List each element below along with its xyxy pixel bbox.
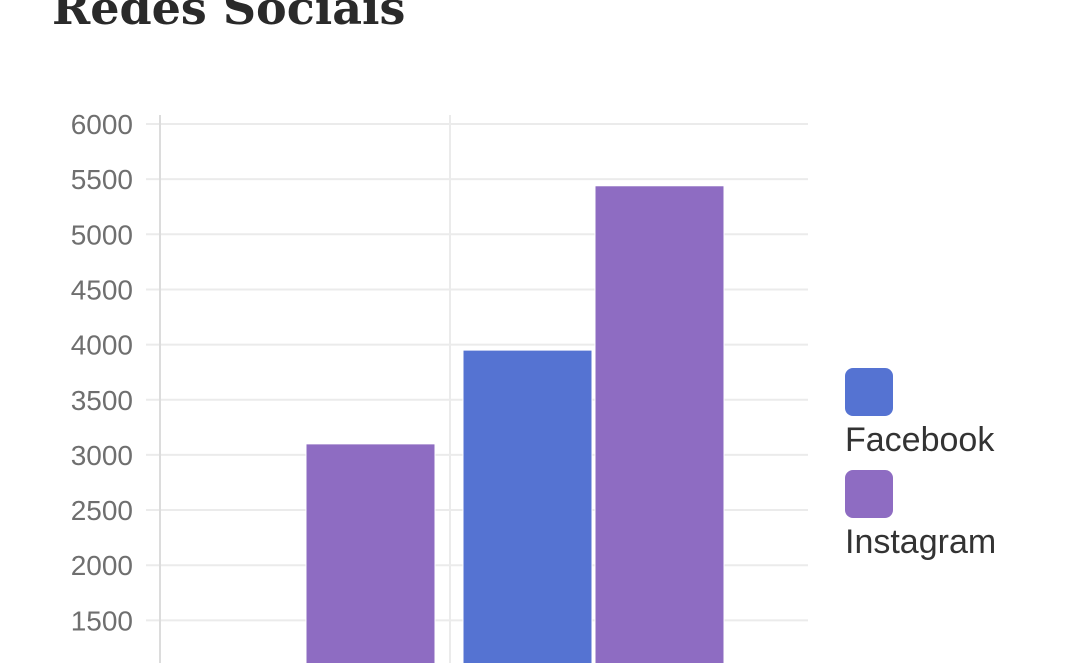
y-tick-label-2000: 2000 [71,550,133,581]
y-tick-label-1500: 1500 [71,605,133,636]
legend-label-instagram: Instagram [845,523,997,561]
legend-label-facebook: Facebook [845,421,995,459]
y-tick-label-3000: 3000 [71,440,133,471]
legend-swatch-instagram [845,470,893,518]
y-tick-label-5500: 5500 [71,164,133,195]
page-title: Redes Sociais [52,0,406,35]
y-tick-label-4500: 4500 [71,274,133,305]
legend-item-instagram[interactable]: Instagram [845,470,1075,562]
bar-instagram-0 [305,443,436,663]
legend-item-facebook[interactable]: Facebook [845,368,1075,460]
y-tick-label-6000: 6000 [71,109,133,140]
y-tick-label-2500: 2500 [71,495,133,526]
y-tick-label-1000: 1000 [71,661,133,663]
y-tick-label-3500: 3500 [71,385,133,416]
bar-instagram-1 [594,185,725,663]
bar-facebook-1 [462,349,593,663]
chart-legend: Facebook Instagram [845,368,1075,572]
y-tick-label-4000: 4000 [71,330,133,361]
y-tick-label-5000: 5000 [71,219,133,250]
legend-swatch-facebook [845,368,893,416]
